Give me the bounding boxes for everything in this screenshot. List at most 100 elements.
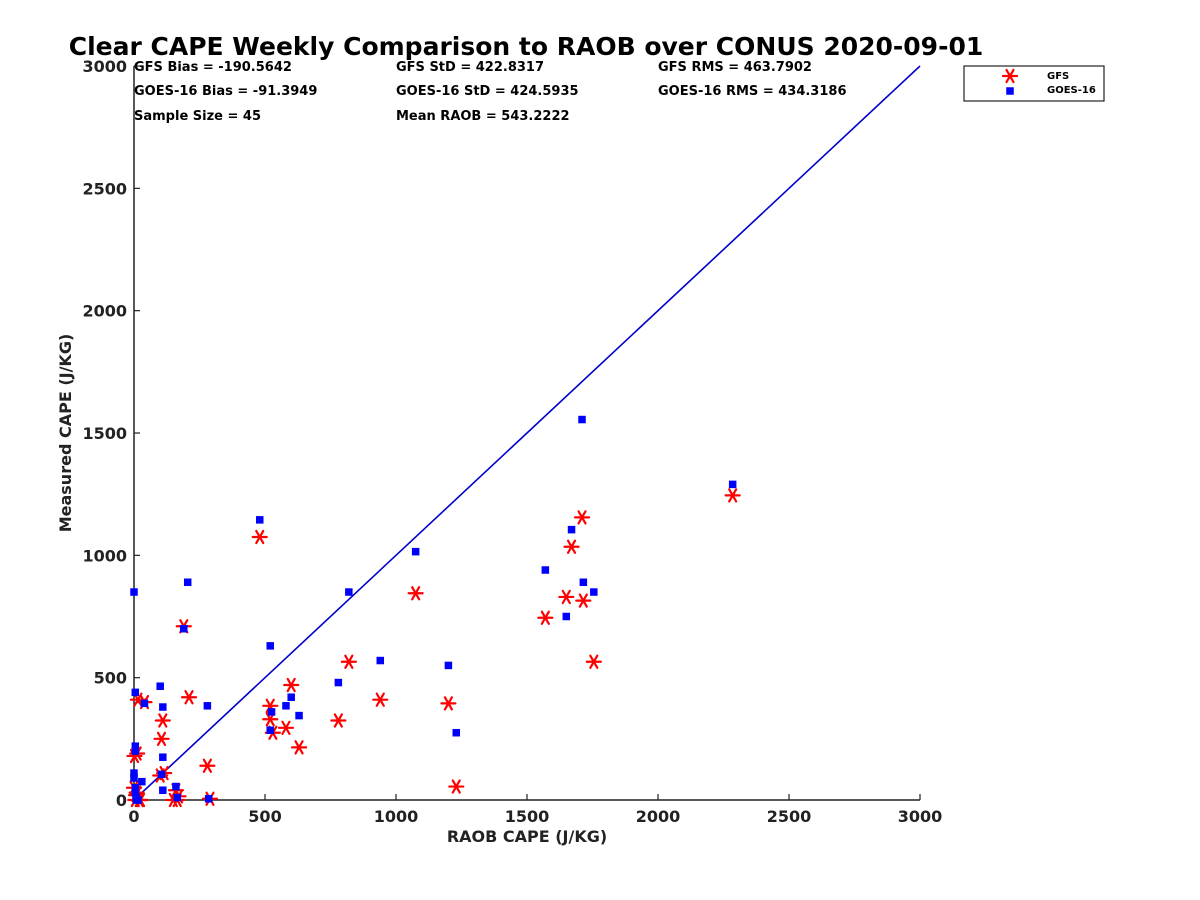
goes16-point	[728, 480, 737, 489]
series-gfs	[125, 488, 741, 808]
goes16-point	[411, 547, 420, 556]
stat-goes16-rms: GOES-16 RMS = 434.3186	[658, 84, 847, 99]
goes16-point	[256, 516, 264, 524]
gfs-point	[251, 529, 268, 545]
stat-gfs-rms: GFS RMS = 463.7902	[658, 60, 812, 75]
legend-goes16-label: GOES-16	[1047, 85, 1096, 96]
goes16-point	[282, 702, 290, 710]
y-tick-label: 1000	[82, 546, 127, 565]
legend-gfs-marker	[1001, 68, 1019, 84]
goes16-point	[579, 578, 588, 586]
goes16-point	[159, 753, 167, 761]
goes16-point	[204, 795, 213, 803]
goes16-point	[131, 747, 140, 755]
x-tick-label: 2000	[636, 807, 681, 826]
goes16-point	[130, 774, 138, 782]
gfs-point	[372, 692, 389, 707]
one-to-one-line	[133, 65, 921, 801]
goes16-point	[567, 525, 576, 534]
x-axis-ticks: 0 500 1000 1500 2000 2500 3000	[128, 794, 942, 826]
statistics-block: GFS Bias = -190.5642 GFS StD = 422.8317 …	[134, 60, 847, 124]
x-tick-label: 1000	[374, 807, 419, 826]
goes16-point	[131, 742, 140, 750]
chart-title: Clear CAPE Weekly Comparison to RAOB ove…	[69, 32, 984, 61]
goes16-point	[266, 726, 274, 735]
y-axis-ticks: 0 500 1000 1500 2000 2500 3000	[82, 57, 140, 810]
gfs-point	[153, 731, 170, 746]
goes16-point	[173, 793, 181, 802]
goes16-point	[131, 784, 140, 792]
goes16-point	[267, 708, 276, 716]
legend-box	[963, 65, 1105, 102]
goes16-point	[266, 642, 274, 650]
goes16-point	[157, 770, 166, 779]
goes16-point	[444, 661, 453, 670]
legend-gfs-label: GFS	[1047, 71, 1069, 82]
legend-goes16-symbol	[1006, 87, 1014, 95]
x-tick-label: 0	[128, 807, 139, 826]
gfs-point	[283, 677, 300, 693]
stat-goes16-bias: GOES-16 Bias = -91.3949	[134, 84, 317, 99]
goes16-point	[183, 578, 192, 586]
gfs-point	[407, 586, 424, 601]
data-points	[125, 415, 741, 808]
goes16-point	[138, 777, 146, 786]
gfs-point	[448, 779, 465, 794]
gfs-point	[154, 713, 171, 728]
legend: GFS GOES-16	[963, 65, 1105, 102]
goes16-point	[140, 699, 149, 708]
x-tick-label: 2500	[767, 807, 812, 826]
series-goes16	[130, 415, 737, 804]
gfs-point	[573, 510, 591, 525]
legend-goes16-marker	[1006, 87, 1014, 95]
goes16-point	[578, 415, 586, 424]
goes16-point	[156, 682, 164, 690]
legend-gfs-symbol	[1001, 68, 1019, 84]
x-tick-label: 1500	[505, 807, 550, 826]
gfs-point	[330, 713, 347, 728]
gfs-point	[180, 690, 198, 705]
goes16-point	[295, 711, 303, 720]
stat-gfs-bias: GFS Bias = -190.5642	[134, 60, 292, 75]
goes16-point	[172, 782, 180, 791]
x-axis-label: RAOB CAPE (J/KG)	[447, 827, 607, 846]
goes16-point	[159, 703, 167, 711]
gfs-point	[585, 654, 602, 669]
goes16-point	[130, 588, 138, 596]
stat-mean-raob: Mean RAOB = 543.2222	[396, 109, 570, 124]
goes16-point	[180, 624, 188, 633]
goes16-point	[134, 796, 142, 804]
stat-sample-size: Sample Size = 45	[134, 109, 261, 124]
y-tick-label: 1500	[82, 424, 127, 443]
gfs-point	[724, 488, 741, 503]
goes16-point	[334, 678, 343, 687]
x-tick-label: 500	[248, 807, 281, 826]
gfs-point	[340, 654, 357, 669]
goes16-point	[130, 769, 138, 777]
goes16-point	[376, 656, 385, 665]
gfs-point	[563, 539, 580, 554]
y-tick-label: 3000	[82, 57, 127, 76]
gfs-point	[558, 589, 575, 605]
gfs-point	[537, 610, 554, 625]
y-tick-label: 500	[94, 669, 127, 688]
y-tick-label: 2500	[82, 179, 127, 198]
goes16-point	[562, 612, 571, 621]
gfs-point	[440, 696, 457, 711]
goes16-point	[541, 566, 550, 574]
goes16-point	[287, 693, 295, 701]
goes16-point	[131, 788, 140, 797]
y-axis-label: Measured CAPE (J/KG)	[56, 334, 75, 533]
goes16-point	[345, 588, 353, 596]
gfs-point	[199, 758, 216, 773]
stat-gfs-std: GFS StD = 422.8317	[396, 60, 544, 75]
goes16-point	[590, 588, 598, 596]
gfs-point	[277, 720, 295, 735]
gfs-point	[290, 740, 308, 755]
stat-goes16-std: GOES-16 StD = 424.5935	[396, 84, 579, 99]
goes16-point	[131, 688, 140, 697]
goes16-point	[452, 728, 461, 737]
x-tick-label: 3000	[898, 807, 943, 826]
goes16-point	[159, 786, 167, 794]
